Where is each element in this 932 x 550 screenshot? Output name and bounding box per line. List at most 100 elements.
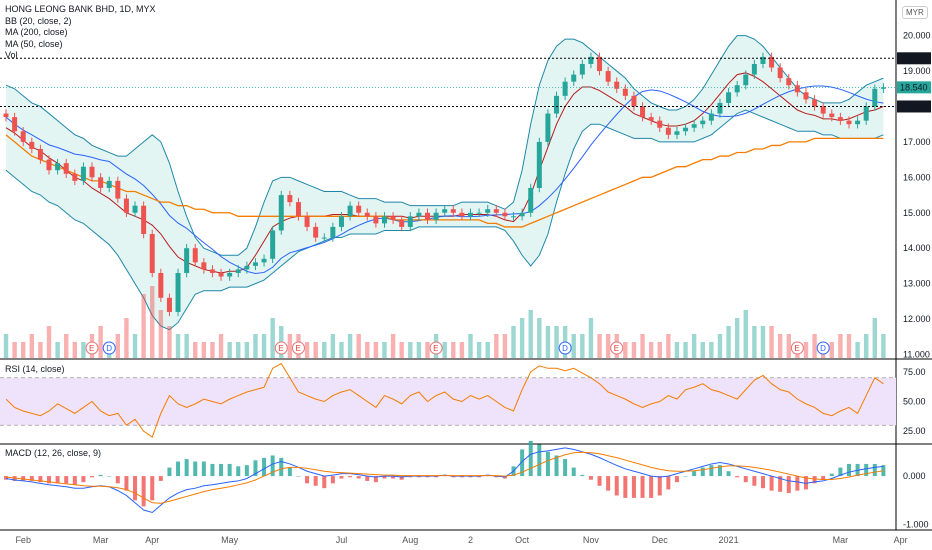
volume-bar bbox=[21, 342, 26, 358]
price-badge-label: 18.000 bbox=[900, 101, 928, 111]
macd-histogram-bar bbox=[709, 465, 714, 477]
macd-histogram-bar bbox=[726, 471, 731, 477]
volume-bar bbox=[605, 334, 611, 358]
candle-body bbox=[12, 117, 18, 132]
candle-body bbox=[519, 212, 525, 217]
volume-bar bbox=[270, 318, 275, 358]
volume-bar bbox=[12, 342, 17, 358]
macd-histogram-bar bbox=[786, 476, 791, 494]
candle-body bbox=[209, 269, 215, 273]
event-marker-label: D bbox=[820, 344, 826, 353]
macd-histogram-bar bbox=[227, 463, 232, 477]
macd-histogram-bar bbox=[55, 476, 60, 484]
macd-histogram-bar bbox=[305, 476, 310, 484]
macd-histogram-bar bbox=[812, 476, 817, 484]
candle-body bbox=[115, 180, 121, 199]
macd-histogram-bar bbox=[313, 476, 318, 486]
macd-histogram-bar bbox=[821, 476, 826, 480]
candle-body bbox=[149, 234, 155, 273]
time-axis-label: Nov bbox=[583, 535, 600, 545]
candle-body bbox=[812, 99, 818, 107]
price-badge bbox=[897, 52, 931, 65]
candle-body bbox=[863, 106, 869, 121]
macd-histogram-bar bbox=[683, 476, 688, 477]
candle-body bbox=[657, 120, 663, 128]
macd-histogram-bar bbox=[279, 457, 284, 477]
candle-body bbox=[829, 113, 835, 118]
volume-bar bbox=[72, 342, 78, 358]
event-marker bbox=[429, 341, 443, 355]
legend-ma200: MA (200, close) bbox=[5, 27, 68, 37]
volume-bar bbox=[150, 286, 155, 358]
volume-bar bbox=[545, 326, 551, 358]
candle-body bbox=[192, 248, 198, 263]
candle-body bbox=[330, 226, 336, 238]
price-tick-label: 17.000 bbox=[903, 137, 931, 147]
volume-bar bbox=[476, 342, 482, 358]
candle-body bbox=[141, 205, 147, 235]
volume-bar bbox=[408, 342, 413, 358]
event-marker-label: E bbox=[433, 344, 438, 353]
macd-signal-line bbox=[5, 451, 884, 504]
volume-bar bbox=[322, 342, 327, 358]
candle-body bbox=[717, 102, 723, 114]
macd-histogram-bar bbox=[692, 471, 697, 477]
volume-bar bbox=[700, 342, 705, 358]
volume-bar bbox=[812, 334, 817, 358]
candle-body bbox=[708, 113, 714, 121]
macd-histogram-bar bbox=[399, 476, 404, 480]
volume-bar bbox=[124, 318, 129, 358]
candle-body bbox=[166, 297, 172, 312]
macd-histogram-bar bbox=[107, 476, 112, 477]
macd-histogram-bar bbox=[124, 476, 129, 491]
volume-bar bbox=[511, 326, 516, 358]
candle-body bbox=[158, 272, 164, 298]
macd-histogram-bar bbox=[29, 476, 34, 481]
candle-body bbox=[184, 248, 190, 273]
volume-bar bbox=[743, 310, 748, 358]
macd-histogram-bar bbox=[881, 465, 886, 477]
volume-bar bbox=[838, 334, 843, 358]
candle-body bbox=[261, 258, 267, 263]
price-badge-label: 18.540 bbox=[900, 82, 928, 92]
candle-body bbox=[545, 113, 551, 142]
price-tick-label: 11.000 bbox=[903, 349, 930, 359]
macd-histogram-bar bbox=[4, 476, 8, 480]
macd-histogram-bar bbox=[829, 473, 834, 477]
macd-histogram-bar bbox=[356, 476, 361, 479]
macd-histogram-bar bbox=[382, 476, 387, 479]
candle-body bbox=[751, 63, 757, 75]
candle-body bbox=[46, 159, 52, 171]
candle-body bbox=[683, 127, 689, 132]
currency-badge[interactable]: MYR bbox=[902, 6, 928, 19]
candle-body bbox=[218, 272, 224, 277]
event-marker bbox=[291, 341, 305, 355]
volume-bar bbox=[640, 334, 645, 358]
candle-body bbox=[270, 230, 276, 259]
volume-bar bbox=[657, 342, 662, 358]
candle-body bbox=[562, 81, 568, 96]
macd-histogram-bar bbox=[554, 455, 559, 477]
volume-bar bbox=[691, 334, 697, 358]
volume-bar bbox=[863, 334, 869, 358]
candle-body bbox=[777, 67, 783, 79]
volume-bar bbox=[623, 342, 628, 358]
candle-body bbox=[364, 212, 370, 217]
event-marker-label: D bbox=[106, 344, 112, 353]
macd-histogram-bar bbox=[133, 476, 138, 501]
macd-histogram-bar bbox=[537, 444, 542, 477]
candle-body bbox=[278, 195, 284, 231]
volume-bar bbox=[752, 326, 757, 358]
candle-body bbox=[63, 163, 69, 174]
candle-body bbox=[588, 56, 594, 64]
time-axis-label: 2021 bbox=[719, 535, 739, 545]
macd-histogram-bar bbox=[520, 449, 525, 477]
candle-body bbox=[855, 120, 861, 125]
candle-body bbox=[880, 87, 886, 89]
volume-bar bbox=[29, 334, 35, 358]
candle-body bbox=[743, 74, 749, 86]
volume-bar bbox=[786, 334, 791, 358]
candle-body bbox=[98, 177, 104, 188]
event-marker bbox=[85, 341, 99, 355]
